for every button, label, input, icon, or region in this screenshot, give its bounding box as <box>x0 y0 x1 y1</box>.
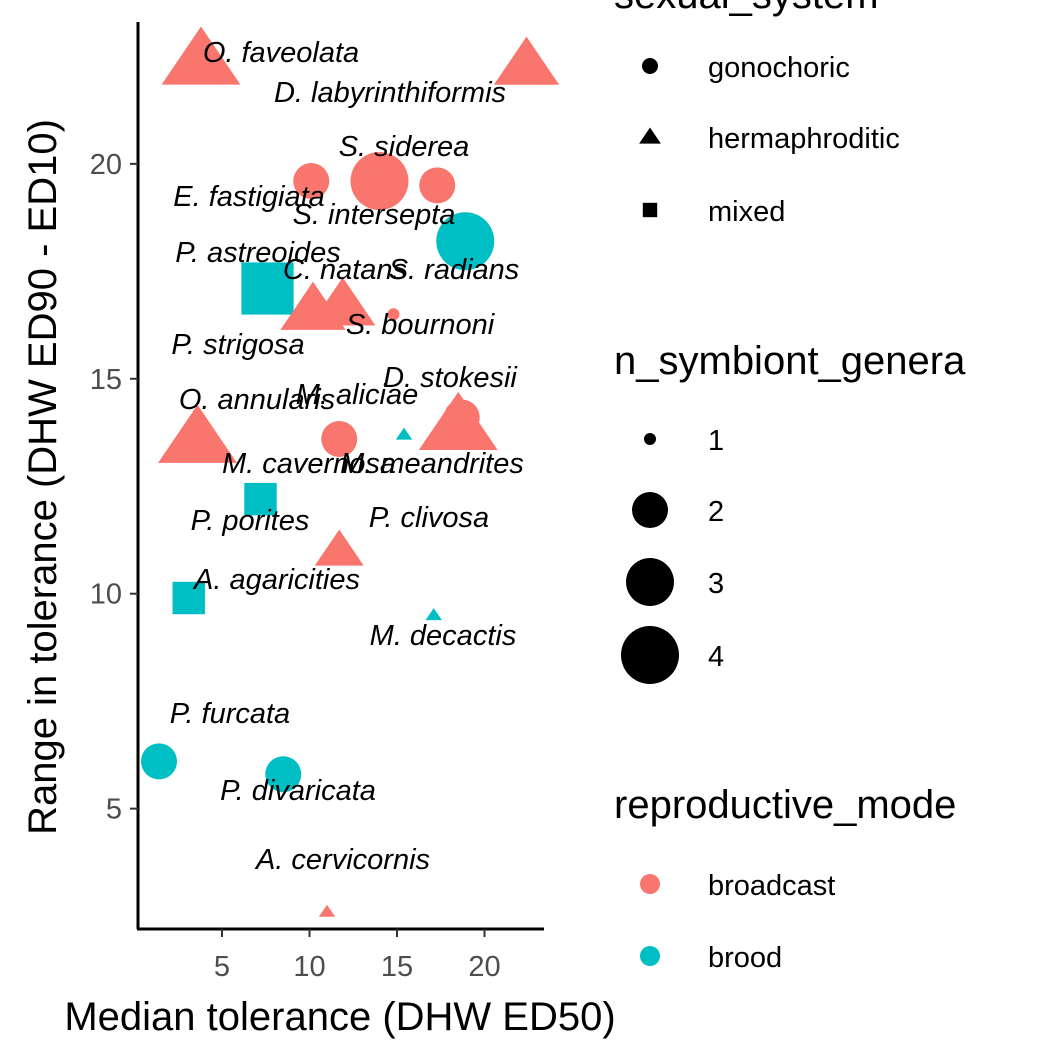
legend-label: hermaphroditic <box>708 123 900 155</box>
data-point <box>293 163 330 200</box>
y-tick-label: 10 <box>90 579 122 611</box>
point-label: O. faveolata <box>203 37 359 69</box>
data-point <box>418 391 498 451</box>
point-label: M. meandrites <box>340 448 524 480</box>
point-label: S. intersepta <box>293 199 456 231</box>
data-point <box>318 904 336 917</box>
data-point <box>387 308 400 321</box>
data-point <box>350 152 409 211</box>
point-label: M. decactis <box>370 620 517 652</box>
point-label: S. radians <box>389 254 520 286</box>
data-point <box>425 608 442 621</box>
legend-key <box>626 558 674 606</box>
point-label: A. cervicornis <box>254 844 430 876</box>
legend-label: 1 <box>708 425 724 457</box>
x-tick-label: 10 <box>293 951 325 983</box>
legend-label: broadcast <box>708 870 835 902</box>
legend-key <box>640 946 660 966</box>
point-label: E. fastigiata <box>173 181 325 213</box>
y-axis-ticks: 5 10 15 20 <box>90 149 138 826</box>
legend-key <box>632 492 668 528</box>
point-label: C. natans <box>283 254 407 286</box>
data-point <box>141 743 177 780</box>
point-label: S. siderea <box>339 131 470 163</box>
data-point <box>493 36 560 85</box>
legend-label: 2 <box>708 496 724 528</box>
y-axis-title: Range in tolerance (DHW ED90 - ED10) <box>21 119 65 835</box>
legend-key <box>640 874 660 894</box>
legend-title: sexual_system <box>614 0 879 17</box>
legend-key <box>639 127 661 144</box>
point-label: M. cavernosa <box>222 448 396 480</box>
legend-label: mixed <box>708 196 785 228</box>
legend-key <box>642 202 658 218</box>
legend-title: reproductive_mode <box>614 783 956 827</box>
data-point <box>314 529 364 566</box>
data-point <box>310 277 376 326</box>
legend: sexual_system gonochoric hermaphroditic mix… <box>614 0 966 974</box>
data-point <box>172 581 205 615</box>
data-points <box>141 26 560 917</box>
point-label: M. aliciae <box>296 379 419 411</box>
point-label: A. agaricities <box>192 564 360 596</box>
x-axis-ticks: 5 10 15 20 <box>214 929 501 983</box>
point-label: P. clivosa <box>369 502 489 534</box>
legend-title: n_symbiont_genera <box>614 339 966 383</box>
data-point <box>241 262 294 315</box>
y-tick-label: 20 <box>90 149 122 181</box>
point-label: P. porites <box>191 505 310 537</box>
legend-label: gonochoric <box>708 52 850 84</box>
y-tick-label: 15 <box>90 364 122 396</box>
point-labels: O. faveolata D. labyrinthiformis S. sidere… <box>170 37 524 876</box>
legend-key <box>644 433 656 445</box>
point-label: P. astreoides <box>175 237 341 269</box>
point-label: P. furcata <box>170 698 290 730</box>
point-label: P. strigosa <box>171 329 304 361</box>
x-tick-label: 5 <box>214 951 230 983</box>
data-point <box>395 427 413 440</box>
point-label: S. bournoni <box>346 309 496 341</box>
point-label: P. divaricata <box>220 775 376 807</box>
data-point <box>419 167 456 204</box>
x-axis-title: Median tolerance (DHW ED50) <box>64 995 615 1039</box>
point-label: D. stokesii <box>383 362 518 394</box>
data-point <box>161 26 241 85</box>
legend-label: brood <box>708 942 782 974</box>
point-label: D. labyrinthiformis <box>274 77 506 109</box>
legend-key <box>621 626 679 684</box>
data-point <box>436 212 495 271</box>
data-point <box>321 420 358 457</box>
y-tick-label: 5 <box>106 794 122 826</box>
data-point <box>265 756 302 793</box>
point-label: O. annularis <box>179 384 335 416</box>
legend-label: 3 <box>708 568 724 600</box>
data-point <box>158 404 237 463</box>
x-tick-label: 20 <box>468 951 500 983</box>
legend-key <box>642 58 658 74</box>
legend-label: 4 <box>708 641 724 673</box>
data-point <box>244 482 277 516</box>
x-tick-label: 15 <box>381 951 413 983</box>
